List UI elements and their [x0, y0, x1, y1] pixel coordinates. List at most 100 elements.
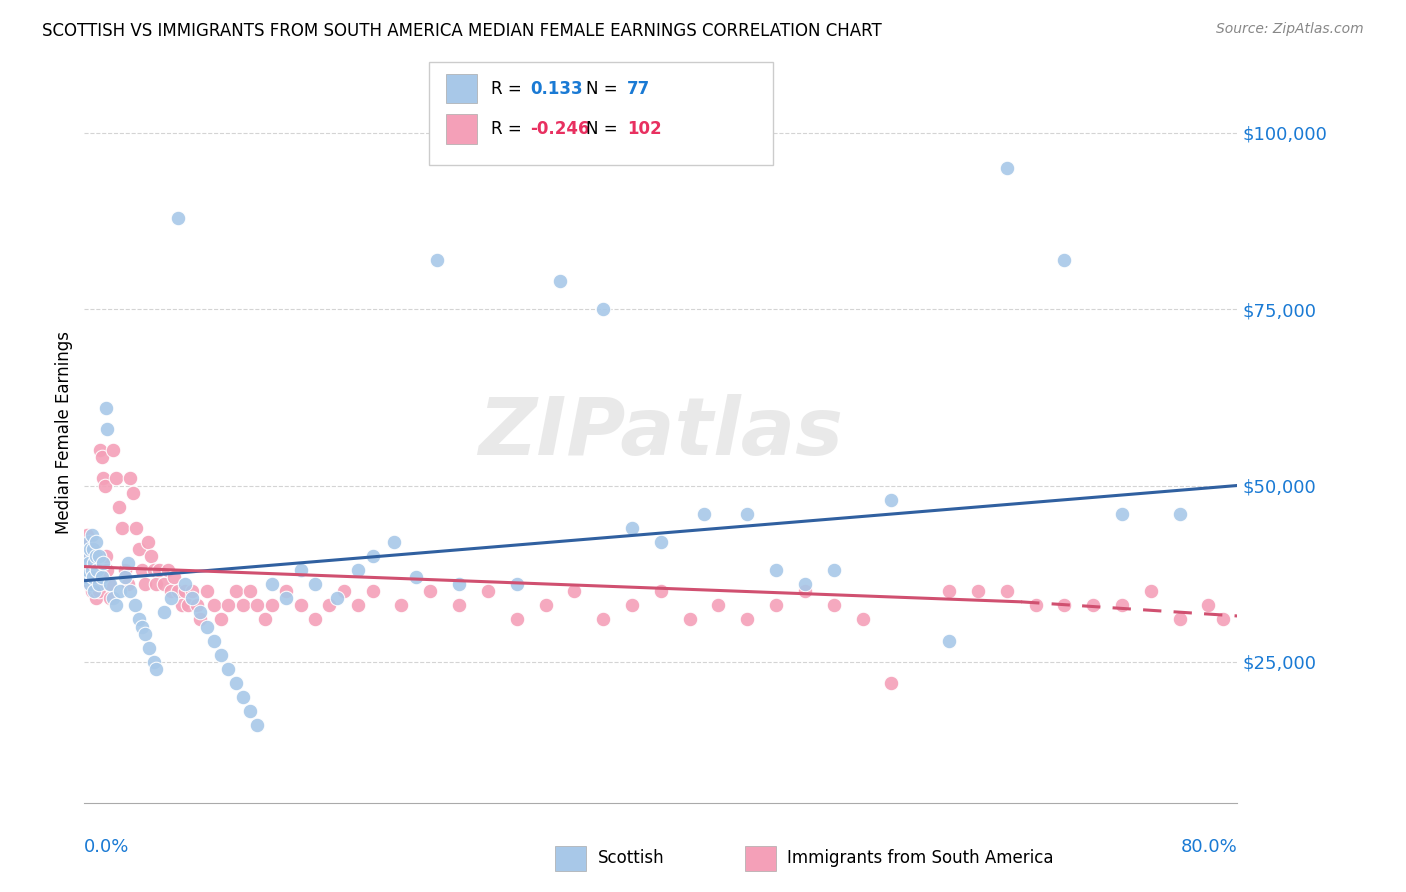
Point	[94, 401, 117, 415]
Point	[246, 599, 269, 613]
Point	[477, 584, 499, 599]
Point	[117, 577, 139, 591]
Text: SCOTTISH VS IMMIGRANTS FROM SOUTH AMERICA MEDIAN FEMALE EARNINGS CORRELATION CHA: SCOTTISH VS IMMIGRANTS FROM SOUTH AMERIC…	[42, 22, 882, 40]
Point	[76, 563, 98, 577]
Point	[246, 718, 269, 732]
Point	[75, 570, 97, 584]
Point	[91, 556, 114, 570]
Point	[391, 599, 413, 613]
Point	[120, 471, 142, 485]
Point	[1053, 252, 1076, 267]
Point	[650, 584, 672, 599]
Point	[152, 606, 174, 620]
Point	[737, 507, 759, 521]
Point	[347, 563, 370, 577]
Point	[506, 612, 529, 626]
Point	[209, 612, 232, 626]
Point	[823, 563, 845, 577]
Point	[276, 591, 298, 606]
Point	[79, 541, 101, 556]
Point	[172, 599, 194, 613]
Point	[260, 599, 283, 613]
Point	[1111, 507, 1133, 521]
Point	[1025, 599, 1047, 613]
Point	[131, 563, 153, 577]
Point	[82, 570, 104, 584]
Point	[361, 549, 384, 563]
Point	[80, 563, 103, 577]
Point	[419, 584, 441, 599]
Point	[120, 584, 142, 599]
Point	[83, 556, 105, 570]
Point	[79, 535, 101, 549]
Point	[765, 599, 787, 613]
Point	[218, 599, 240, 613]
Point	[1198, 599, 1220, 613]
Text: R =: R =	[491, 120, 527, 138]
Point	[83, 577, 105, 591]
Point	[138, 640, 160, 655]
Point	[80, 528, 103, 542]
Point	[86, 577, 108, 591]
Text: Immigrants from South America: Immigrants from South America	[787, 849, 1054, 867]
Point	[794, 584, 817, 599]
Point	[253, 612, 276, 626]
Point	[134, 626, 156, 640]
Point	[105, 471, 128, 485]
Point	[405, 570, 427, 584]
Point	[195, 584, 218, 599]
Point	[304, 577, 326, 591]
Point	[163, 570, 186, 584]
Point	[679, 612, 702, 626]
Point	[84, 591, 107, 606]
Point	[94, 549, 117, 563]
Point	[260, 577, 283, 591]
Text: 0.0%: 0.0%	[84, 838, 129, 855]
Point	[218, 662, 240, 676]
Point	[995, 584, 1018, 599]
Point	[139, 549, 162, 563]
Point	[239, 584, 262, 599]
Point	[449, 599, 471, 613]
Text: 80.0%: 80.0%	[1181, 838, 1237, 855]
Text: -0.246: -0.246	[530, 120, 589, 138]
Point	[938, 584, 960, 599]
Point	[84, 535, 107, 549]
Point	[76, 528, 98, 542]
Point	[290, 599, 312, 613]
Point	[1140, 584, 1163, 599]
Point	[90, 450, 112, 465]
Point	[86, 549, 108, 563]
Point	[765, 563, 787, 577]
Point	[82, 570, 104, 584]
Point	[290, 563, 312, 577]
Point	[225, 584, 247, 599]
Point	[967, 584, 990, 599]
Point	[167, 211, 190, 225]
Point	[232, 599, 254, 613]
Point	[131, 619, 153, 633]
Point	[938, 633, 960, 648]
Point	[103, 443, 124, 458]
Point	[188, 612, 211, 626]
Point	[128, 541, 150, 556]
Point	[1168, 507, 1191, 521]
Point	[318, 599, 340, 613]
Point	[90, 570, 112, 584]
Point	[136, 535, 159, 549]
Point	[181, 591, 204, 606]
Point	[449, 577, 471, 591]
Point	[325, 591, 347, 606]
Point	[181, 584, 204, 599]
Point	[103, 591, 124, 606]
Point	[160, 584, 183, 599]
Point	[96, 422, 118, 436]
Point	[156, 563, 179, 577]
Point	[96, 563, 118, 577]
Point	[105, 599, 128, 613]
Point	[361, 584, 384, 599]
Point	[225, 676, 247, 690]
Text: R =: R =	[491, 80, 527, 98]
Point	[84, 549, 107, 563]
Point	[202, 599, 225, 613]
